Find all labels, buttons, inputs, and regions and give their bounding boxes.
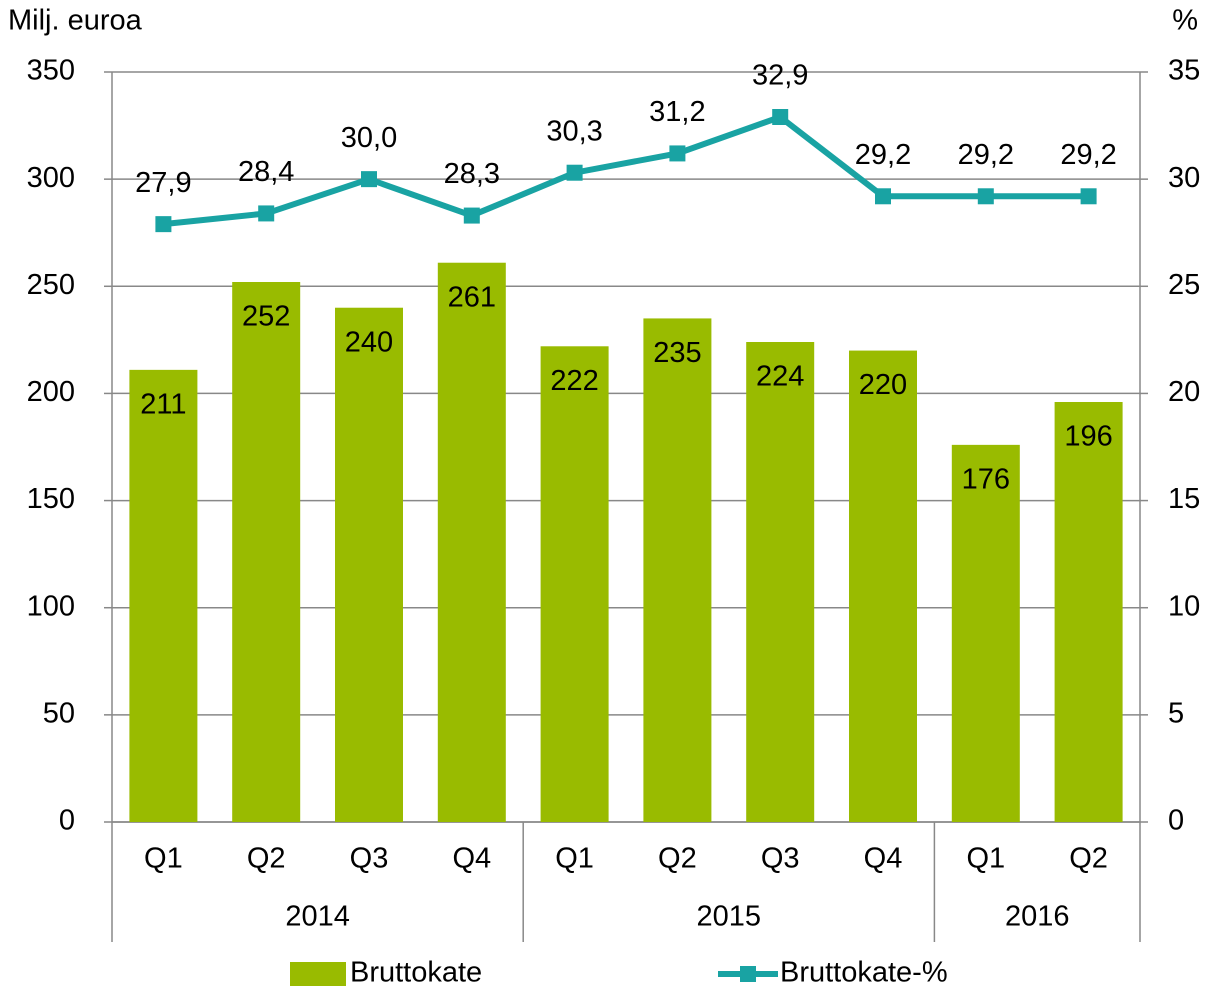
y-tick-label: 150 <box>27 483 75 515</box>
bar-value-label: 220 <box>859 369 907 401</box>
line-value-label: 30,0 <box>341 122 397 154</box>
line-marker <box>155 216 172 233</box>
line-value-label: 29,2 <box>958 139 1014 171</box>
x-tick-label: Q3 <box>350 843 389 875</box>
y2-tick-label: 15 <box>1168 483 1200 515</box>
x-tick-label: Q4 <box>864 843 903 875</box>
bar-value-label: 224 <box>756 361 804 393</box>
bar <box>643 318 712 822</box>
line-value-label: 31,2 <box>649 96 705 128</box>
line-value-label: 28,4 <box>238 156 294 188</box>
x-tick-label: Q1 <box>144 843 183 875</box>
y-tick-label: 250 <box>27 269 75 301</box>
line-value-label: 27,9 <box>135 167 191 199</box>
y2-tick-label: 5 <box>1168 698 1184 730</box>
line-marker <box>1080 188 1097 205</box>
group-label: 2016 <box>1005 901 1070 933</box>
x-tick-label: Q3 <box>761 843 800 875</box>
line-value-label: 32,9 <box>752 60 808 92</box>
y-tick-label: 100 <box>27 590 75 622</box>
bar <box>849 350 917 822</box>
group-label: 2015 <box>697 901 762 933</box>
line-marker <box>361 171 377 188</box>
bar <box>232 282 301 822</box>
legend-swatch <box>290 962 346 986</box>
line <box>163 113 1089 228</box>
bar <box>437 262 506 822</box>
bar <box>129 369 198 822</box>
y-tick-label: 50 <box>43 698 75 730</box>
legend-label: Bruttokate-% <box>780 957 948 987</box>
bar-value-label: 240 <box>345 326 393 358</box>
bar-value-label: 196 <box>1064 421 1112 453</box>
y-axis-label: Milj. euroa <box>8 5 143 37</box>
line-value-label: 28,3 <box>444 158 500 190</box>
x-tick-label: Q1 <box>555 843 594 875</box>
group-label: 2014 <box>285 901 350 933</box>
line-marker <box>258 205 275 222</box>
y2-tick-label: 30 <box>1168 162 1200 194</box>
bar-value-label: 176 <box>962 464 1010 496</box>
y2-tick-label: 25 <box>1168 269 1200 301</box>
line-marker <box>772 109 789 125</box>
bar-value-label: 235 <box>653 337 701 369</box>
legend-swatch <box>740 966 756 982</box>
x-tick-label: Q2 <box>1069 843 1108 875</box>
bar-value-label: 222 <box>550 365 598 397</box>
y2-tick-label: 10 <box>1168 590 1200 622</box>
x-tick-label: Q4 <box>452 843 491 875</box>
x-tick-label: Q2 <box>658 843 697 875</box>
y-tick-label: 350 <box>27 55 75 87</box>
line-value-label: 29,2 <box>1060 139 1116 171</box>
bar-value-label: 211 <box>140 389 186 421</box>
x-tick-label: Q2 <box>247 843 286 875</box>
y-tick-label: 0 <box>59 805 75 837</box>
bar <box>540 346 609 822</box>
y2-axis-label: % <box>1172 5 1198 37</box>
bar <box>746 342 815 822</box>
bar-value-label: 261 <box>448 281 496 313</box>
line-marker <box>669 145 686 162</box>
bar <box>1054 402 1123 822</box>
bar-value-label: 252 <box>242 301 290 333</box>
line-marker <box>977 188 994 205</box>
line-marker <box>875 188 891 205</box>
line-value-label: 30,3 <box>546 115 602 147</box>
bar <box>335 307 403 822</box>
y2-tick-label: 35 <box>1168 55 1200 87</box>
line-marker <box>463 207 480 224</box>
y2-tick-label: 0 <box>1168 805 1184 837</box>
line-value-label: 29,2 <box>855 139 911 171</box>
y-tick-label: 200 <box>27 376 75 408</box>
legend-label: Bruttokate <box>350 957 482 987</box>
bar <box>951 444 1020 822</box>
line-marker <box>566 164 583 181</box>
y2-tick-label: 20 <box>1168 376 1200 408</box>
x-tick-label: Q1 <box>966 843 1005 875</box>
y-tick-label: 300 <box>27 162 75 194</box>
